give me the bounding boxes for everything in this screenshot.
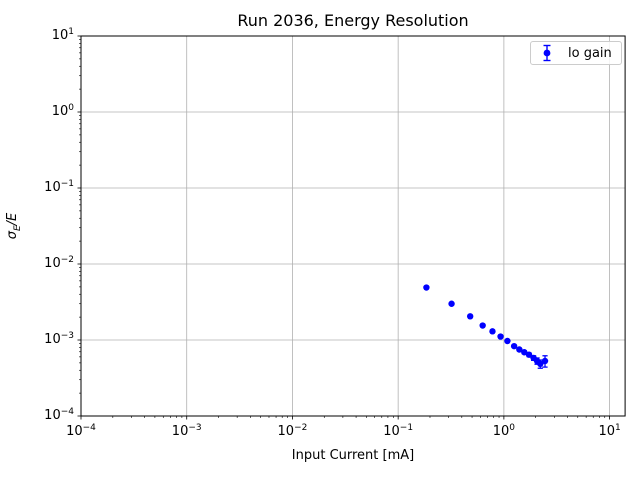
data-point — [537, 360, 544, 368]
legend-marker-dot — [543, 49, 551, 57]
x-tick-label: 10−2 — [277, 423, 308, 439]
data-point — [479, 322, 486, 329]
data-point — [541, 357, 549, 365]
data-point — [521, 349, 528, 356]
x-tick-label: 10−1 — [383, 423, 414, 439]
y-tick-label: 10−4 — [44, 407, 74, 423]
x-tick-label: 10−4 — [66, 423, 96, 439]
data-point — [466, 313, 474, 320]
data-point — [504, 337, 511, 345]
y-tick-label: 100 — [51, 103, 74, 119]
x-tick-label: 10−3 — [171, 423, 202, 439]
y-tick-label: 10−1 — [44, 179, 74, 195]
x-axis-label: Input Current [mA] — [291, 448, 415, 463]
chart-title: Run 2036, Energy Resolution — [237, 11, 469, 30]
ylabel-sigma: σ — [5, 231, 21, 240]
y-tick-label: 10−2 — [44, 255, 74, 271]
ylabel-rest: /E — [5, 212, 21, 226]
legend-label: lo gain — [568, 45, 612, 61]
ylabel-subscript: E — [12, 225, 23, 232]
data-point — [525, 351, 533, 358]
data-point — [497, 333, 504, 340]
data-point — [423, 284, 430, 291]
y-tick-label: 10−3 — [44, 331, 74, 347]
legend: lo gain — [530, 41, 622, 65]
x-tick-label: 101 — [598, 423, 621, 439]
plot-border — [80, 35, 626, 417]
y-axis-label: σE/E — [5, 196, 23, 256]
data-point — [510, 342, 518, 350]
y-tick-label: 101 — [51, 27, 74, 43]
data-point — [516, 346, 523, 353]
data-point — [448, 300, 455, 307]
data-point — [489, 328, 496, 335]
x-tick-label: 100 — [492, 423, 516, 439]
errorbar-marker-icon — [543, 44, 551, 62]
